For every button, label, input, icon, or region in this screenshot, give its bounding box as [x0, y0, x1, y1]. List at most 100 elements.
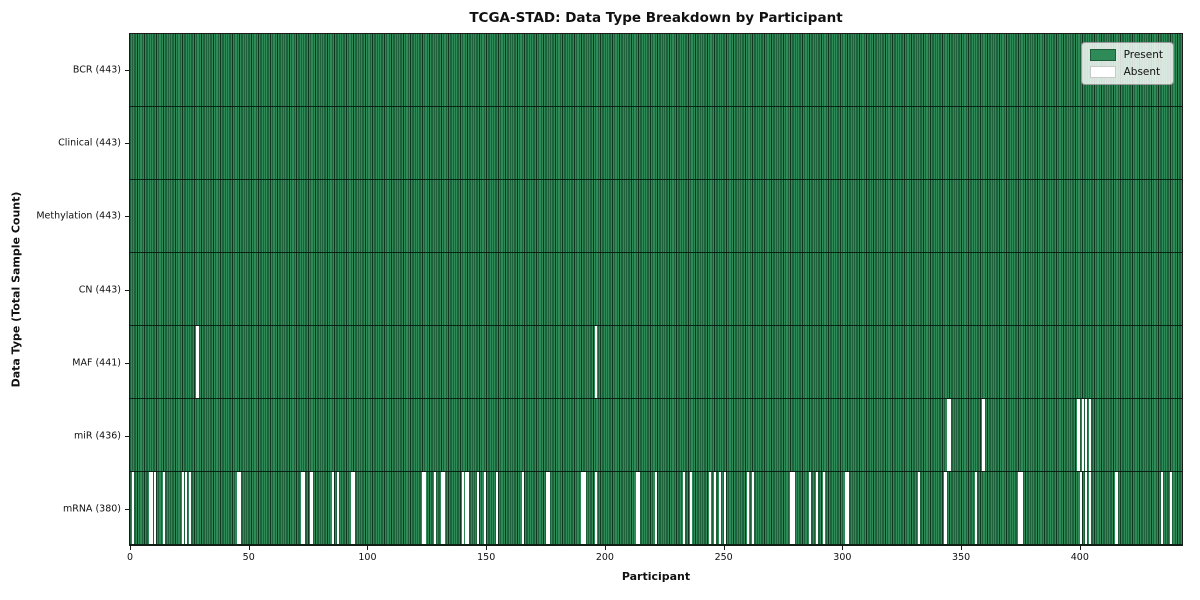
absent-mark	[148, 472, 152, 544]
x-tick-mark	[486, 546, 488, 550]
absent-mark	[975, 472, 978, 544]
legend: Present Absent	[1080, 42, 1174, 85]
x-axis-label: Participant	[621, 570, 691, 583]
absent-mark	[1082, 399, 1085, 471]
absent-mark	[196, 326, 199, 398]
absent-mark	[1084, 399, 1087, 471]
absent-mark	[433, 472, 436, 544]
y-tick-label-mir: miR (436)	[73, 430, 121, 442]
absent-mark	[353, 472, 356, 544]
absent-mark	[336, 472, 339, 544]
absent-mark	[331, 472, 334, 544]
absent-mark	[464, 472, 467, 544]
absent-mark	[547, 472, 550, 544]
absent-mark	[239, 472, 242, 544]
absent-mark	[521, 472, 524, 544]
x-tick-label: 0	[126, 552, 134, 563]
y-tick-label-mrna: mRNA (380)	[62, 503, 121, 515]
absent-mark	[946, 399, 949, 471]
heatmap-row-methylation	[130, 180, 1182, 253]
x-tick-mark	[130, 546, 131, 550]
absent-mark	[1160, 472, 1163, 544]
absent-mark	[545, 472, 548, 544]
y-tick-label-methylation: Methylation (443)	[36, 210, 121, 222]
absent-mark	[949, 399, 952, 471]
x-tick-label: 300	[833, 552, 852, 563]
absent-mark	[310, 472, 313, 544]
absent-mark	[809, 472, 812, 544]
absent-mark	[918, 472, 921, 544]
absent-mark	[1077, 399, 1080, 471]
heatmap-row-clinical	[130, 107, 1182, 180]
absent-mark	[844, 472, 847, 544]
y-tick-label-maf: MAF (441)	[72, 357, 121, 369]
absent-mark	[443, 472, 446, 544]
absent-mark	[1089, 472, 1092, 544]
x-tick-label: 350	[952, 552, 971, 563]
absent-mark	[823, 472, 826, 544]
chart-title: TCGA-STAD: Data Type Breakdown by Partic…	[469, 10, 843, 26]
absent-mark	[422, 472, 425, 544]
x-tick-label: 100	[358, 552, 377, 563]
x-tick-mark	[1079, 546, 1081, 550]
absent-mark	[153, 472, 156, 544]
absent-mark	[163, 472, 166, 544]
absent-mark	[495, 472, 498, 544]
legend-item-present: Present	[1089, 49, 1163, 61]
absent-mark	[236, 472, 239, 544]
x-tick-label: 400	[1070, 552, 1089, 563]
plot-area: Present Absent	[129, 33, 1183, 546]
x-tick-mark	[604, 546, 606, 550]
absent-mark	[792, 472, 795, 544]
x-tick-label: 150	[477, 552, 496, 563]
y-tick-label-bcr: BCR (443)	[72, 64, 121, 76]
y-tick-label-clinical: Clinical (443)	[58, 137, 121, 149]
absent-mark	[182, 472, 185, 544]
absent-mark	[723, 472, 726, 544]
absent-mark	[718, 472, 721, 544]
y-tick-mark	[125, 216, 129, 218]
absent-mark	[1170, 472, 1173, 544]
y-tick-mark	[125, 142, 129, 144]
y-tick-mark	[125, 436, 129, 438]
absent-mark	[303, 472, 306, 544]
absent-mark	[944, 472, 947, 544]
x-tick-mark	[367, 546, 369, 550]
absent-mark	[635, 472, 638, 544]
absent-mark	[483, 472, 486, 544]
absent-mark	[709, 472, 712, 544]
absent-mark	[1084, 472, 1087, 544]
x-tick-label: 200	[595, 552, 614, 563]
x-tick-mark	[961, 546, 963, 550]
legend-absent-swatch	[1089, 66, 1116, 78]
x-tick-label: 250	[714, 552, 733, 563]
absent-mark	[189, 472, 192, 544]
absent-mark	[683, 472, 686, 544]
absent-mark	[350, 472, 353, 544]
legend-present-swatch	[1089, 49, 1116, 61]
absent-mark	[690, 472, 693, 544]
legend-absent-label: Absent	[1123, 66, 1161, 78]
absent-mark	[583, 472, 586, 544]
legend-present-label: Present	[1123, 49, 1163, 61]
heatmap-row-cn	[130, 253, 1182, 326]
absent-mark	[638, 472, 641, 544]
absent-mark	[581, 472, 584, 544]
absent-mark	[300, 472, 303, 544]
absent-mark	[1089, 399, 1092, 471]
absent-mark	[424, 472, 427, 544]
absent-mark	[151, 472, 154, 544]
y-tick-label-cn: CN (443)	[78, 284, 121, 295]
absent-mark	[752, 472, 755, 544]
absent-mark	[595, 472, 598, 544]
absent-mark	[654, 472, 657, 544]
heatmap-row-bcr	[130, 34, 1182, 107]
absent-mark	[476, 472, 479, 544]
absent-mark	[1018, 472, 1021, 544]
x-tick-mark	[723, 546, 725, 550]
y-tick-mark	[125, 362, 129, 364]
absent-mark	[184, 472, 187, 544]
absent-mark	[595, 326, 598, 398]
absent-mark	[441, 472, 444, 544]
absent-mark	[1020, 472, 1023, 544]
